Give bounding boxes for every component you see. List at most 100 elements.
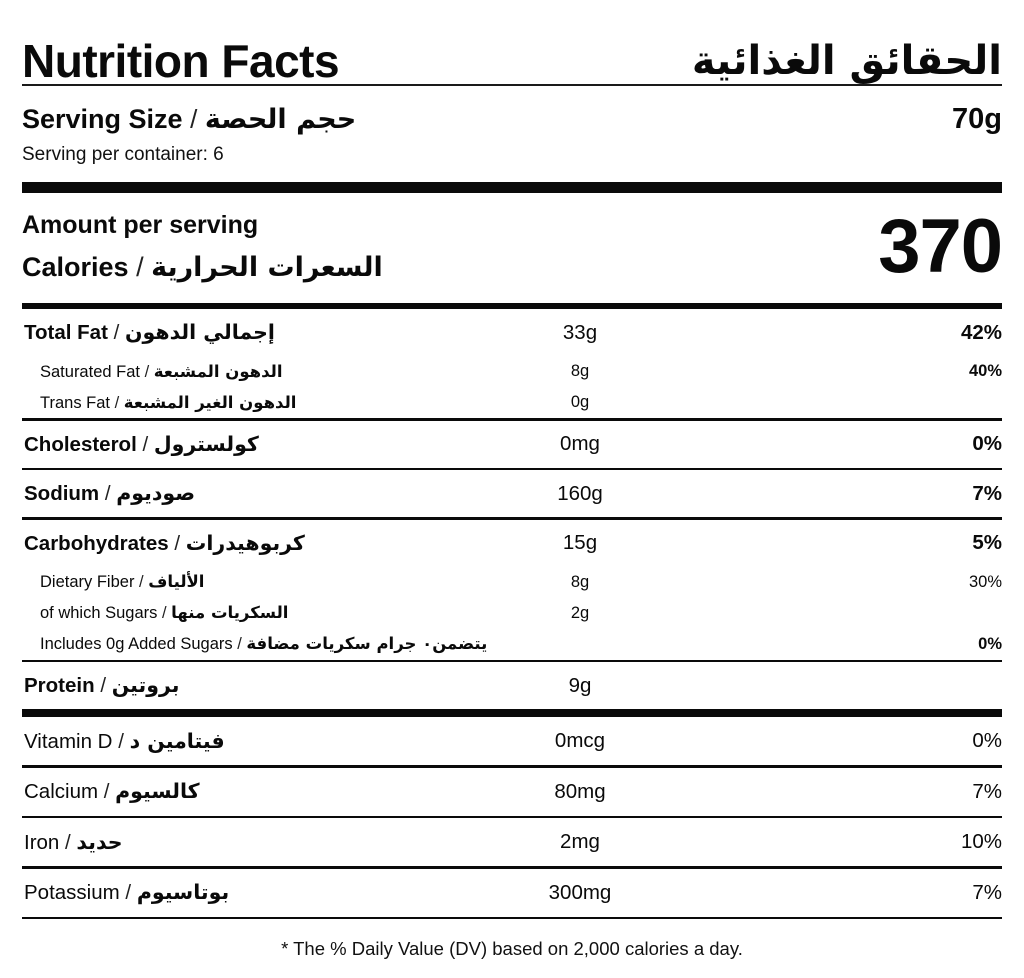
divider-thin xyxy=(22,517,1002,520)
label-separator: / xyxy=(59,830,77,854)
nutrient-amount: 0g xyxy=(570,393,590,411)
divider-thick2 xyxy=(22,709,1002,717)
divider-thin xyxy=(22,467,1002,470)
calories-label: Calories / السعرات الحرارية xyxy=(22,245,383,290)
nutrient-label: Dietary Fiber / الألياف xyxy=(22,572,490,592)
nutrient-label: Carbohydrates / كربوهيدرات xyxy=(22,531,490,556)
serving-size-row: Serving Size / حجم الحصة 70g xyxy=(22,99,1002,140)
nutrient-amount: 15g xyxy=(562,531,598,554)
nutrient-name-en: Trans Fat xyxy=(40,393,110,412)
nutrient-daily-value: 0% xyxy=(978,634,1002,653)
nutrient-label: Potassium / بوتاسيوم xyxy=(22,880,490,905)
calories-value: 370 xyxy=(878,204,1003,289)
label-separator: / xyxy=(107,321,125,344)
divider-thin xyxy=(22,815,1002,818)
calories-label-ar: السعرات الحرارية xyxy=(151,251,383,283)
nutrient-amount: 2g xyxy=(570,603,590,622)
nutrient-row-dietary-fiber: Dietary Fiber / الألياف 8g 30% xyxy=(22,567,1002,598)
label-separator: / xyxy=(157,604,172,622)
nutrient-label: Trans Fat / الدهون الغير المشبعة xyxy=(22,393,490,413)
label-separator: / xyxy=(119,881,137,904)
nutrient-amount: 0mcg xyxy=(554,729,606,752)
label-separator: / xyxy=(110,393,124,412)
nutrient-row-protein: Protein / بروتين 9g xyxy=(22,662,1002,709)
header: Nutrition Facts الحقائق الغذائية xyxy=(22,0,1002,86)
nutrient-name-ar: حديد xyxy=(76,829,123,854)
nutrient-name-ar: كالسيوم xyxy=(115,779,200,803)
nutrient-label: Vitamin D / فيتامين د xyxy=(22,729,490,754)
nutrient-amount: 0mg xyxy=(560,432,600,455)
nutrient-name-en: Vitamin D xyxy=(24,729,113,753)
nutrient-name-ar: يتضمن٠ جرام سكريات مضافة xyxy=(246,634,488,653)
label-separator: / xyxy=(99,482,117,505)
nutrient-row-calcium: Calcium / كالسيوم 80mg 7% xyxy=(22,768,1002,816)
nutrient-amount: 300mg xyxy=(548,880,612,904)
nutrient-name-ar: إجمالي الدهون xyxy=(125,320,275,344)
nutrient-label: Cholesterol / كولسترول xyxy=(22,432,490,457)
nutrient-daily-value: 30% xyxy=(968,572,1002,591)
label-separator: / xyxy=(168,531,186,555)
nutrient-row-cholesterol: Cholesterol / كولسترول 0mg 0% xyxy=(22,421,1002,468)
nutrient-name-ar: فيتامين د xyxy=(129,728,225,753)
nutrient-name-ar: بروتين xyxy=(111,673,180,697)
nutrient-amount: 9g xyxy=(568,673,592,697)
nutrient-name-ar: الألياف xyxy=(148,572,205,591)
nutrient-daily-value: 5% xyxy=(972,531,1002,554)
nutrient-name-ar: كولسترول xyxy=(153,431,259,456)
label-separator: / xyxy=(94,674,112,697)
nutrient-row-total-fat: Total Fat / إجمالي الدهون 33g 42% xyxy=(22,309,1002,356)
nutrient-name-en: Iron xyxy=(24,830,60,854)
calories-labels: Amount per serving Calories / السعرات ال… xyxy=(22,205,383,290)
label-separator: / xyxy=(134,573,149,591)
nutrient-amount: 33g xyxy=(562,320,598,344)
nutrient-daily-value: 10% xyxy=(960,830,1002,853)
label-separator: / xyxy=(136,432,154,456)
nutrient-daily-value: 7% xyxy=(972,880,1002,904)
nutrient-name-en: Dietary Fiber xyxy=(40,573,135,591)
nutrient-row-trans-fat: Trans Fat / الدهون الغير المشبعة 0g xyxy=(22,387,1002,418)
nutrient-amount: 8g xyxy=(570,362,590,380)
nutrient-amount: 160g xyxy=(557,481,603,505)
nutrient-label: of which Sugars / السكريات منها xyxy=(22,603,490,623)
nutrient-label: Total Fat / إجمالي الدهون xyxy=(22,320,490,345)
nutrient-daily-value: 0% xyxy=(972,432,1002,455)
divider-thick xyxy=(22,182,1002,193)
nutrient-label: Calcium / كالسيوم xyxy=(22,779,490,804)
page-title: Nutrition Facts xyxy=(22,35,340,87)
serving-size-label-en: Serving Size xyxy=(22,104,183,134)
nutrient-row-vitamin-d: Vitamin D / فيتامين د 0mcg 0% xyxy=(22,717,1002,765)
serving-size-label: Serving Size / حجم الحصة xyxy=(22,99,356,140)
serving-size-label-ar: حجم الحصة xyxy=(204,104,357,135)
nutrient-daily-value: 0% xyxy=(972,729,1002,752)
label-separator: / xyxy=(112,729,130,753)
nutrient-row-of-which-sugars: of which Sugars / السكريات منها 2g xyxy=(22,598,1002,629)
nutrient-daily-value: 7% xyxy=(972,481,1002,505)
nutrient-daily-value: 42% xyxy=(960,320,1002,344)
nutrient-table: Total Fat / إجمالي الدهون 33g 42% Saturated… xyxy=(22,309,1002,919)
servings-per-container: Serving per container: 6 xyxy=(22,144,224,165)
nutrient-row-carbohydrates: Carbohydrates / كربوهيدرات 15g 5% xyxy=(22,520,1002,567)
label-separator: / xyxy=(190,104,198,134)
nutrient-name-en: Saturated Fat xyxy=(40,362,140,381)
divider-thin xyxy=(22,659,1002,662)
serving-size-value: 70g xyxy=(952,103,1002,135)
nutrient-daily-value: 40% xyxy=(968,362,1002,380)
nutrient-name-en: Carbohydrates xyxy=(24,531,169,555)
nutrient-name-ar: الدهون الغير المشبعة xyxy=(123,392,297,412)
nutrient-amount: 2mg xyxy=(560,830,600,853)
nutrient-name-en: Protein xyxy=(24,674,95,697)
divider-thin xyxy=(22,916,1002,919)
nutrient-name-en: Calcium xyxy=(24,780,99,803)
nutrient-label: Sodium / صوديوم xyxy=(22,481,490,506)
nutrient-name-en: Sodium xyxy=(24,482,100,505)
nutrient-name-en: Includes 0g Added Sugars xyxy=(40,635,233,653)
nutrient-name-ar: السكريات منها xyxy=(171,603,289,622)
nutrient-row-includes-0g-added-sugars: Includes 0g Added Sugars / يتضمن٠ جرام س… xyxy=(22,629,1002,660)
nutrient-label: Saturated Fat / الدهون المشبعة xyxy=(22,362,490,382)
serving-section: Serving Size / حجم الحصة 70g Serving per… xyxy=(22,86,1002,182)
nutrient-label: Iron / حديد xyxy=(22,830,490,855)
nutrient-name-ar: صوديوم xyxy=(116,481,196,505)
nutrient-row-saturated-fat: Saturated Fat / الدهون المشبعة 8g 40% xyxy=(22,356,1002,387)
nutrient-amount: 80mg xyxy=(554,779,606,803)
